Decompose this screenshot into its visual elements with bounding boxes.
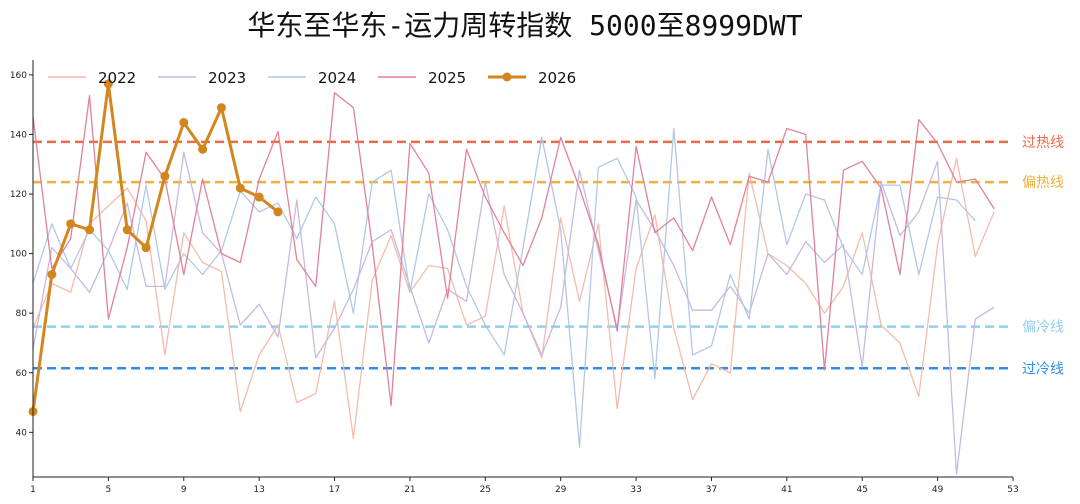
- series-lines: [28, 79, 995, 475]
- x-tick-label-9: 9: [181, 485, 187, 495]
- data-point-2026-12: [235, 183, 245, 193]
- data-point-2026-7: [141, 243, 151, 253]
- series-line-2026: [31, 82, 279, 412]
- legend-label-2024: 2024: [318, 69, 356, 87]
- legend-label-2026: 2026: [538, 69, 576, 87]
- x-tick-label-45: 45: [857, 485, 868, 495]
- reference-label-2: 偏冷线: [1022, 320, 1064, 336]
- y-tick-label-60: 60: [16, 369, 28, 379]
- x-tick-label-25: 25: [480, 485, 491, 495]
- reference-label-0: 过热线: [1022, 135, 1064, 151]
- data-point-2026-11: [216, 103, 226, 113]
- data-point-2026-3: [66, 219, 76, 229]
- y-tick-label-140: 140: [10, 130, 27, 140]
- y-tick-label-120: 120: [10, 190, 27, 200]
- data-point-2026-2: [47, 269, 57, 279]
- legend: 2022 2023 2024 2025 2026: [48, 69, 576, 87]
- series-line-2024: [32, 127, 976, 448]
- x-tick-label-21: 21: [404, 485, 415, 495]
- x-tick-label-13: 13: [253, 485, 264, 495]
- reference-label-1: 偏热线: [1022, 175, 1064, 191]
- x-tick-label-37: 37: [706, 485, 717, 495]
- chart-title: 华东至华东-运力周转指数 5000至8999DWT: [247, 9, 803, 42]
- x-tick-label-29: 29: [555, 485, 567, 495]
- x-tick-label-53: 53: [1007, 485, 1018, 495]
- x-tick-label-5: 5: [106, 485, 112, 495]
- x-tick-label-1: 1: [30, 485, 36, 495]
- axes: 1 5 9 13 17 21 25 29 33 37 41 45 49 53 40 60 80 100 120 140…: [10, 60, 1019, 495]
- data-point-2026-6: [122, 225, 132, 235]
- reference-label-3: 过冷线: [1022, 361, 1064, 377]
- data-point-2026-14: [273, 207, 283, 217]
- x-tick-label-49: 49: [932, 485, 944, 495]
- data-point-2026-4: [85, 225, 95, 235]
- x-tick-label-17: 17: [329, 485, 340, 495]
- y-tick-label-160: 160: [10, 71, 27, 81]
- legend-label-2022: 2022: [98, 69, 136, 87]
- legend-label-2025: 2025: [428, 69, 466, 87]
- y-tick-label-80: 80: [16, 309, 28, 319]
- y-tick-label-40: 40: [16, 428, 28, 438]
- data-point-2026-8: [160, 171, 170, 181]
- data-point-2026-10: [198, 144, 208, 154]
- data-point-2026-5: [103, 79, 113, 89]
- x-tick-label-41: 41: [781, 485, 792, 495]
- series-line-2023: [32, 151, 995, 475]
- data-point-2026-13: [254, 192, 264, 202]
- legend-label-2023: 2023: [208, 69, 246, 87]
- legend-marker-2026: [502, 72, 512, 82]
- series-line-2022: [32, 157, 995, 439]
- data-point-2026-9: [179, 118, 189, 128]
- y-tick-label-100: 100: [10, 250, 27, 260]
- series-line-2025: [32, 92, 995, 407]
- x-tick-label-33: 33: [630, 485, 641, 495]
